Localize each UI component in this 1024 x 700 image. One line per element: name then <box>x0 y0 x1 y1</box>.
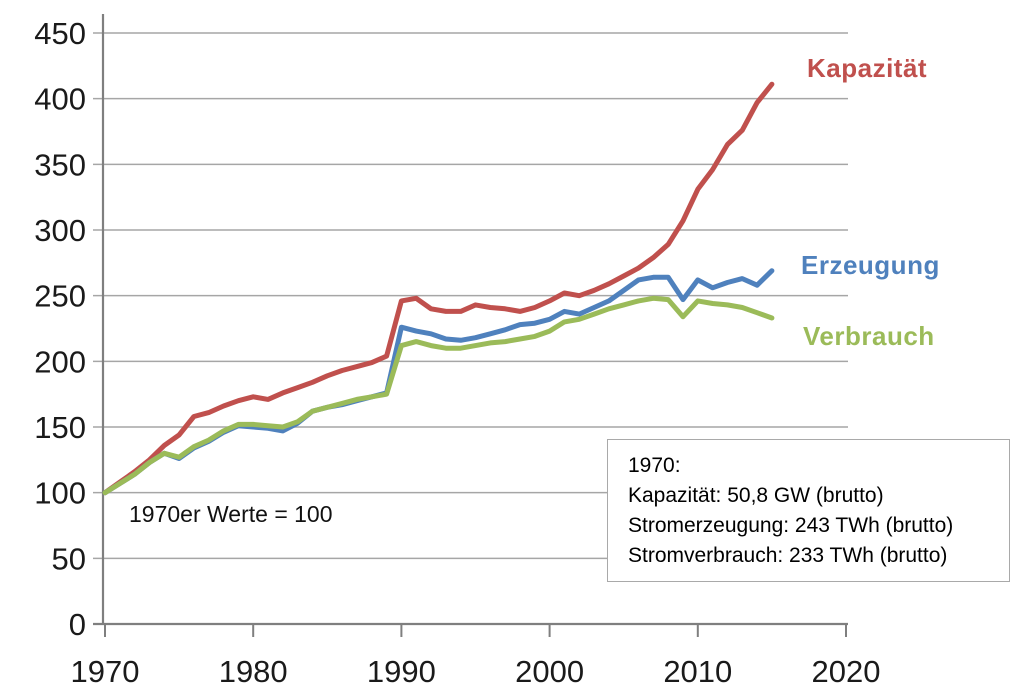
y-axis-tick-label: 450 <box>34 16 86 51</box>
series-label-kapazitaet: Kapazität <box>807 53 928 83</box>
series-line-kapazität <box>102 81 775 496</box>
y-axis-tick-label: 200 <box>34 344 86 379</box>
base-year-annotation: 1970er Werte = 100 <box>129 501 333 527</box>
x-axis-tick-label: 1980 <box>219 654 288 689</box>
info-box-line-4: Stromverbrauch: 233 TWh (brutto) <box>628 544 948 567</box>
info-box-line-3: Stromerzeugung: 243 TWh (brutto) <box>628 514 954 537</box>
y-axis-tick-label: 100 <box>34 476 86 511</box>
series-label-verbrauch: Verbrauch <box>803 321 935 351</box>
y-axis-tick-label: 150 <box>34 410 86 445</box>
info-box-line-2: Kapazität: 50,8 GW (brutto) <box>628 484 884 507</box>
x-axis-tick-label: 2000 <box>515 654 584 689</box>
info-box-line-1: 1970: <box>628 454 681 477</box>
series-label-erzeugung: Erzeugung <box>801 250 940 280</box>
series-line-verbrauch <box>102 295 775 496</box>
x-axis-tick-label: 1990 <box>367 654 436 689</box>
x-axis-tick-label: 2010 <box>663 654 732 689</box>
y-axis-tick-label: 350 <box>34 147 86 182</box>
x-axis-tick-label: 2020 <box>812 654 881 689</box>
y-axis-tick-label: 50 <box>52 541 86 576</box>
x-axis-tick-label: 1970 <box>71 654 140 689</box>
y-axis-tick-label: 400 <box>34 82 86 117</box>
info-box: 1970: Kapazität: 50,8 GW (brutto) Strome… <box>607 439 1010 582</box>
y-axis-tick-label: 250 <box>34 279 86 314</box>
y-axis-tick-label: 300 <box>34 213 86 248</box>
y-axis-tick-label: 0 <box>69 607 86 642</box>
